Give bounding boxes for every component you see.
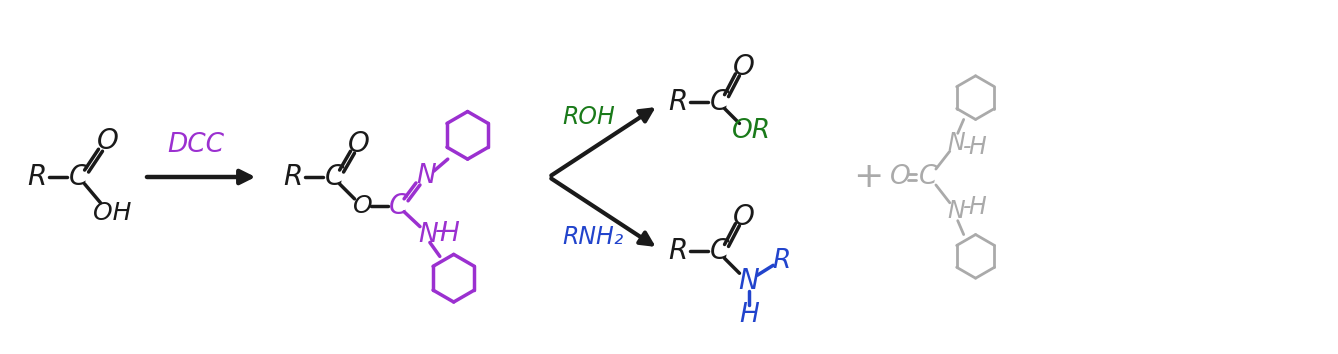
Text: DCC: DCC xyxy=(167,132,225,158)
Text: C: C xyxy=(70,163,88,191)
Text: C: C xyxy=(710,238,729,266)
Text: N: N xyxy=(417,222,438,247)
Text: C: C xyxy=(710,87,729,116)
Text: R: R xyxy=(668,87,688,116)
Text: H: H xyxy=(440,221,460,246)
Text: H: H xyxy=(740,302,759,328)
Text: R: R xyxy=(27,163,47,191)
Text: N: N xyxy=(416,163,436,189)
Text: OH: OH xyxy=(94,201,131,225)
Text: N: N xyxy=(739,267,759,295)
Text: H: H xyxy=(969,135,986,159)
Text: O: O xyxy=(353,194,372,218)
Text: N: N xyxy=(947,199,965,223)
Text: C: C xyxy=(325,163,344,191)
Text: -: - xyxy=(963,195,971,219)
Text: O: O xyxy=(732,203,755,231)
Text: O: O xyxy=(732,53,755,81)
Text: O: O xyxy=(348,130,369,158)
Text: C: C xyxy=(919,164,937,190)
Text: OR: OR xyxy=(732,118,771,144)
Text: R: R xyxy=(772,249,791,274)
Text: C: C xyxy=(388,192,408,220)
Text: ROH: ROH xyxy=(562,105,615,130)
Text: +: + xyxy=(854,160,883,194)
Text: O: O xyxy=(96,127,118,155)
Text: -: - xyxy=(435,218,444,244)
Text: O: O xyxy=(890,164,911,190)
Text: N: N xyxy=(947,131,965,155)
Text: RNH₂: RNH₂ xyxy=(562,224,624,249)
Text: R: R xyxy=(284,163,302,191)
Text: H: H xyxy=(969,195,986,219)
Text: -: - xyxy=(963,135,971,159)
Text: R: R xyxy=(668,238,688,266)
